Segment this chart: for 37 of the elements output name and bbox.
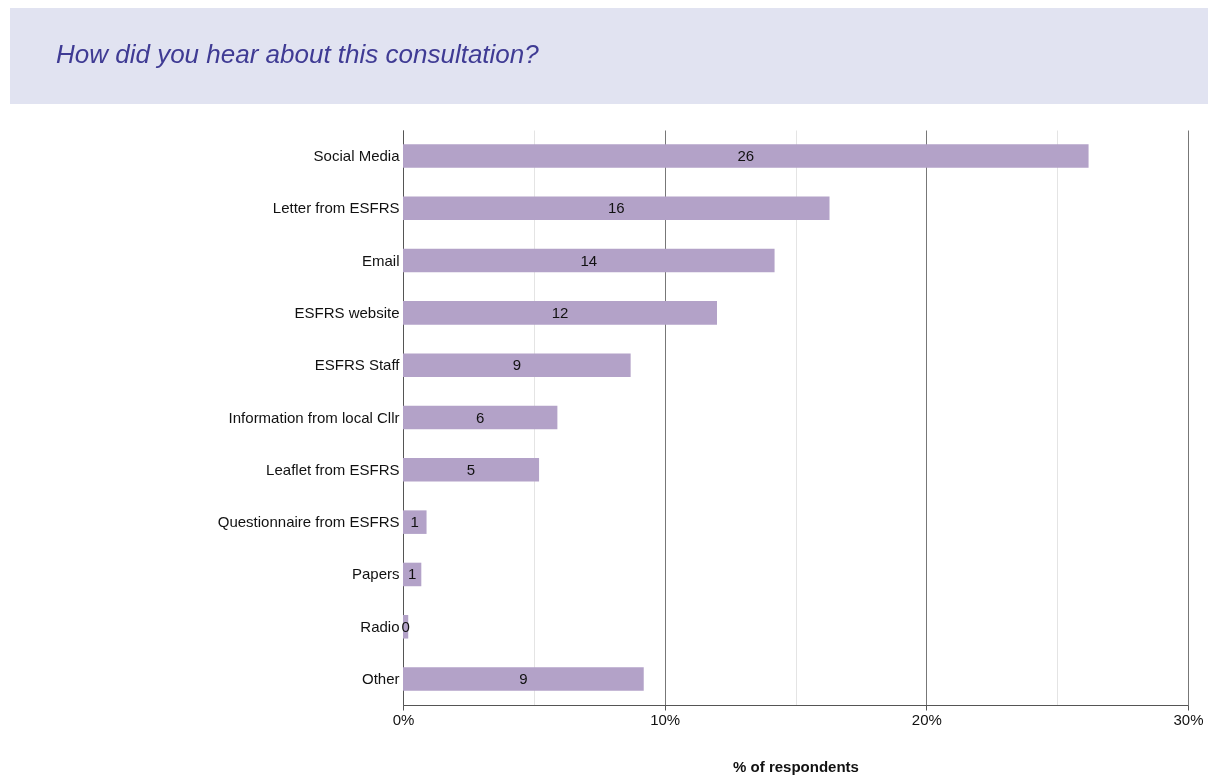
y-tick-label: ESFRS website [294, 303, 400, 321]
y-tick-label: Other [361, 670, 400, 688]
bar [403, 144, 1089, 168]
data-label: 9 [519, 670, 528, 688]
x-tick-label: 30% [1173, 710, 1204, 728]
data-label: 1 [407, 565, 417, 583]
bar [403, 301, 717, 325]
data-label: 6 [476, 408, 485, 426]
y-tick-label: ESFRS Staff [314, 356, 401, 374]
data-label: 16 [607, 199, 625, 217]
x-axis-title: % of respondents [733, 757, 859, 775]
bar [403, 196, 830, 220]
y-tick-label: Social Media [313, 146, 401, 164]
data-label: 1 [410, 513, 419, 531]
bar [403, 405, 558, 430]
x-tick-label: 20% [911, 710, 942, 728]
bar [403, 353, 631, 377]
bar [403, 458, 540, 482]
x-tick-label: 10% [650, 710, 681, 728]
y-tick-label: Leaflet from ESFRS [266, 460, 400, 478]
data-label: 0 [401, 617, 410, 635]
y-tick-label: Radio [360, 617, 400, 635]
data-label: 26 [737, 146, 755, 164]
x-tick-label: 0% [392, 710, 415, 728]
chart-title: How did you hear about this consultation? [10, 8, 1208, 104]
bar [403, 248, 775, 273]
data-label: 14 [580, 251, 598, 269]
y-tick-label: Papers [351, 565, 400, 583]
bar [403, 667, 644, 691]
data-label: 5 [466, 460, 476, 478]
y-tick-label: Letter from ESFRS [272, 199, 400, 217]
data-label: 9 [512, 356, 521, 374]
y-tick-label: Information from local Cllr [228, 408, 400, 426]
y-tick-label: Questionnaire from ESFRS [217, 513, 400, 531]
data-label: 12 [551, 303, 569, 321]
y-tick-label: Email [361, 251, 400, 269]
bar [403, 510, 427, 534]
